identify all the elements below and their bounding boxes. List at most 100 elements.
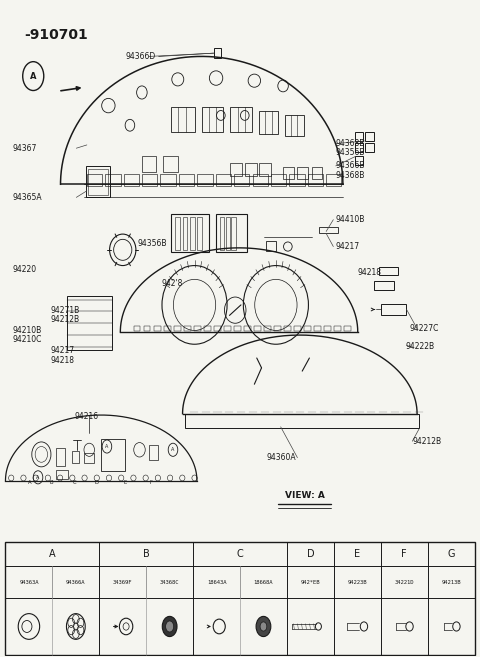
Text: 94366D: 94366D — [125, 52, 156, 61]
Text: E: E — [123, 480, 127, 485]
Text: 94271B: 94271B — [51, 306, 80, 315]
Bar — [245, 164, 257, 176]
Text: B: B — [143, 549, 150, 559]
Bar — [56, 470, 68, 480]
Text: 94217: 94217 — [336, 242, 360, 251]
Text: 94216: 94216 — [75, 412, 99, 421]
Bar — [294, 326, 301, 331]
Bar — [182, 217, 187, 250]
Text: -910701: -910701 — [24, 28, 88, 42]
Bar — [214, 326, 221, 331]
Text: 94218: 94218 — [51, 356, 75, 365]
Text: A: A — [105, 444, 108, 449]
Text: G: G — [447, 549, 455, 559]
Text: 942'8: 942'8 — [161, 279, 182, 288]
Bar — [154, 326, 160, 331]
Bar — [216, 214, 247, 252]
Bar — [271, 174, 286, 186]
Text: 94223B: 94223B — [348, 579, 367, 585]
Bar — [194, 326, 201, 331]
Text: E: E — [354, 549, 360, 559]
Text: 94365A: 94365A — [12, 193, 42, 202]
Bar — [174, 326, 180, 331]
Bar — [231, 217, 236, 250]
Bar — [283, 168, 294, 179]
Bar — [56, 448, 65, 466]
Text: 18668A: 18668A — [254, 579, 273, 585]
Bar — [149, 445, 157, 460]
Text: 94210B: 94210B — [12, 326, 42, 335]
Ellipse shape — [162, 616, 177, 637]
Bar — [197, 217, 202, 250]
Bar — [175, 217, 180, 250]
Text: A: A — [171, 447, 175, 452]
Bar — [326, 174, 341, 186]
Text: 94363A: 94363A — [19, 579, 39, 585]
Bar — [170, 214, 209, 252]
Bar — [244, 326, 251, 331]
Text: 34369F: 34369F — [113, 579, 132, 585]
Bar — [224, 326, 231, 331]
Bar — [185, 414, 420, 428]
Bar — [216, 174, 231, 186]
Text: 34221D: 34221D — [395, 579, 414, 585]
Bar — [274, 326, 281, 331]
Bar — [87, 174, 102, 186]
Bar — [230, 164, 242, 176]
Bar — [324, 326, 331, 331]
Ellipse shape — [256, 616, 271, 637]
Text: A: A — [30, 72, 36, 81]
Bar — [365, 132, 374, 141]
Bar — [266, 241, 276, 251]
Bar — [226, 217, 230, 250]
Bar — [101, 440, 125, 471]
Bar — [204, 326, 211, 331]
Bar — [259, 164, 271, 176]
Text: A: A — [36, 475, 40, 480]
Text: F: F — [401, 549, 407, 559]
Text: VIEW: A: VIEW: A — [285, 491, 324, 499]
Text: 94366A: 94366A — [66, 579, 85, 585]
Text: 94220: 94220 — [12, 265, 37, 274]
Bar — [365, 143, 374, 152]
Bar — [344, 326, 351, 331]
Bar — [84, 453, 94, 463]
Text: 94212B: 94212B — [51, 315, 80, 325]
Bar — [254, 326, 261, 331]
Text: B: B — [49, 480, 53, 485]
Text: 94367: 94367 — [12, 144, 37, 152]
Text: 94410B: 94410B — [336, 215, 365, 224]
Bar — [234, 326, 241, 331]
Bar — [264, 326, 271, 331]
Text: 942*EB: 942*EB — [300, 579, 320, 585]
Bar — [220, 217, 224, 250]
Text: 94213B: 94213B — [441, 579, 461, 585]
Bar — [286, 116, 304, 137]
Text: D: D — [95, 480, 98, 485]
Text: 94356B: 94356B — [336, 148, 365, 157]
Bar — [86, 166, 110, 197]
Ellipse shape — [260, 622, 267, 631]
Text: 94217: 94217 — [51, 346, 75, 355]
Bar — [230, 107, 252, 132]
Bar — [319, 227, 338, 233]
Bar — [252, 174, 268, 186]
Bar — [379, 267, 398, 275]
Bar — [72, 451, 79, 463]
Text: 94210C: 94210C — [12, 335, 42, 344]
Bar — [197, 174, 213, 186]
Bar — [374, 281, 394, 290]
Text: 94368B: 94368B — [336, 171, 365, 180]
Text: C: C — [237, 549, 243, 559]
Bar — [124, 174, 139, 186]
Bar — [334, 326, 341, 331]
Bar — [5, 541, 475, 655]
Bar — [355, 143, 363, 152]
Text: 94366B: 94366B — [336, 162, 365, 170]
Bar — [202, 107, 223, 132]
Bar — [105, 174, 120, 186]
Bar — [304, 326, 311, 331]
Text: 94222B: 94222B — [405, 342, 434, 351]
Bar — [214, 48, 221, 58]
Text: 94368B: 94368B — [336, 139, 365, 148]
